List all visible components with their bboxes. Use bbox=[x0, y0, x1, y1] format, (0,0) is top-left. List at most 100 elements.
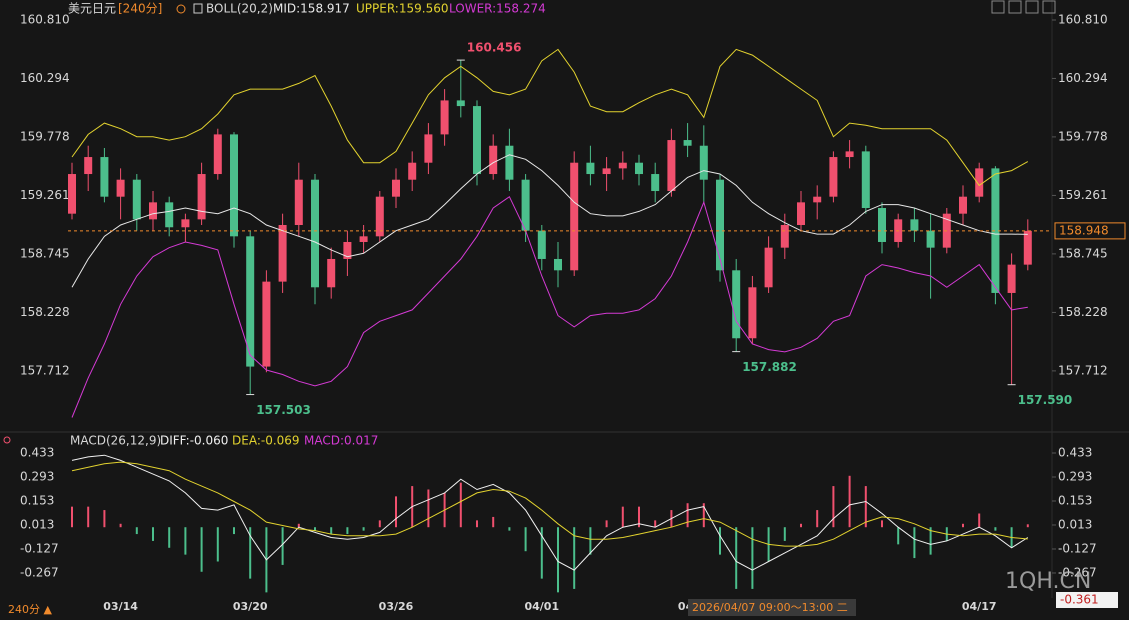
y-tick-label-right: 160.294 bbox=[1058, 71, 1108, 85]
boll-line bbox=[71, 195, 1028, 418]
extreme-label: 157.882 bbox=[742, 360, 797, 374]
extreme-label: 160.456 bbox=[467, 41, 522, 55]
candle-body bbox=[829, 157, 838, 197]
y-tick-label: 159.261 bbox=[20, 188, 70, 202]
candle-body bbox=[683, 140, 692, 146]
period[interactable]: [240分] bbox=[118, 2, 162, 16]
candle-body bbox=[456, 100, 465, 107]
candle-body bbox=[748, 287, 757, 339]
candle-body bbox=[780, 225, 789, 248]
candle-body bbox=[554, 258, 562, 271]
y-tick-label-right: 0.433 bbox=[1058, 445, 1092, 459]
macd-line bbox=[71, 461, 1028, 547]
candle-body bbox=[845, 151, 854, 158]
tool-button[interactable] bbox=[991, 0, 1005, 14]
candle-body bbox=[764, 247, 773, 288]
candle-body bbox=[116, 179, 125, 197]
y-tick-label-right: -0.127 bbox=[1058, 541, 1097, 555]
candle-body bbox=[100, 157, 109, 197]
legend-dea: DEA:-0.069 bbox=[232, 434, 300, 448]
candle-body bbox=[537, 230, 546, 259]
y-tick-label: 160.294 bbox=[20, 71, 70, 85]
candle-body bbox=[213, 134, 222, 175]
candle-body bbox=[359, 236, 368, 242]
candle-body bbox=[149, 202, 157, 220]
boll-line bbox=[71, 48, 1029, 187]
y-tick-label-right: 159.778 bbox=[1058, 129, 1108, 143]
candle-body bbox=[699, 145, 708, 180]
y-tick-label-right: 158.228 bbox=[1058, 305, 1108, 319]
extreme-label: 157.503 bbox=[256, 403, 311, 417]
candle-body bbox=[602, 168, 611, 175]
y-tick-label-right: -0.267 bbox=[1058, 565, 1097, 579]
y-tick-label: 0.293 bbox=[20, 469, 54, 483]
candle-body bbox=[926, 230, 935, 248]
tool-button[interactable] bbox=[1042, 0, 1056, 14]
candle-body bbox=[910, 219, 919, 231]
candle-body bbox=[521, 179, 530, 231]
candle-body bbox=[262, 281, 271, 367]
candle-body bbox=[392, 179, 400, 197]
y-tick-label-right: 157.712 bbox=[1058, 363, 1108, 377]
y-tick-label: 158.228 bbox=[20, 305, 70, 319]
zoom-icon[interactable] bbox=[176, 4, 186, 14]
candle-body bbox=[732, 270, 741, 339]
indicator[interactable]: BOLL(20,2) bbox=[206, 2, 273, 16]
y-tick-label: 160.810 bbox=[20, 13, 70, 27]
candle-body bbox=[68, 174, 76, 214]
candle-body bbox=[294, 179, 303, 225]
candle-body bbox=[570, 162, 579, 271]
indicator-icon[interactable] bbox=[193, 3, 203, 14]
candle-body bbox=[618, 162, 627, 169]
candle-body bbox=[278, 225, 287, 282]
candle-body bbox=[878, 208, 886, 242]
candle-body bbox=[586, 162, 595, 175]
candle-body bbox=[230, 134, 238, 237]
legend-lower: LOWER:158.274 bbox=[449, 2, 546, 16]
candle-body bbox=[181, 219, 190, 228]
candle-body bbox=[375, 196, 384, 237]
y-tick-label: 0.013 bbox=[20, 517, 54, 531]
x-tick-label: 03/26 bbox=[379, 600, 414, 613]
y-tick-label-right: 159.261 bbox=[1058, 188, 1108, 202]
y-tick-label: -0.127 bbox=[20, 541, 59, 555]
last-price-label: 158.948 bbox=[1059, 223, 1109, 237]
x-tick-label: 03/14 bbox=[103, 600, 138, 613]
macd-marker-box bbox=[1056, 592, 1118, 608]
y-tick-label-right: 0.293 bbox=[1058, 469, 1092, 483]
macd-title[interactable]: MACD(26,12,9) bbox=[70, 434, 161, 448]
y-tick-label: 158.745 bbox=[20, 246, 70, 260]
x-tick-label: 03/20 bbox=[233, 600, 268, 613]
candle-body bbox=[343, 241, 352, 259]
candle-body bbox=[667, 140, 676, 192]
candle-body bbox=[408, 162, 417, 180]
tooltip: 2026/04/07 09:00～13:00 二 bbox=[692, 601, 848, 614]
candle-body bbox=[311, 179, 319, 288]
y-tick-label: 159.778 bbox=[20, 129, 70, 143]
candle-body bbox=[424, 134, 433, 163]
legend-macd: MACD:0.017 bbox=[304, 434, 378, 448]
candle-body bbox=[635, 162, 643, 175]
x-tick-label: 04/17 bbox=[962, 600, 997, 613]
candle-body bbox=[197, 174, 206, 220]
candle-body bbox=[132, 179, 141, 220]
y-tick-label: 0.153 bbox=[20, 493, 54, 507]
tool-button[interactable] bbox=[1008, 0, 1022, 14]
candle-body bbox=[84, 157, 93, 175]
macd-icon[interactable] bbox=[3, 436, 11, 444]
watermark: 1QH.CN bbox=[1005, 569, 1091, 594]
candle-body bbox=[991, 168, 1000, 293]
y-tick-label: 0.433 bbox=[20, 445, 54, 459]
x-tick-label: 04/01 bbox=[524, 600, 559, 613]
candle-body bbox=[327, 258, 336, 288]
candle-body bbox=[473, 106, 481, 175]
tool-button[interactable] bbox=[1025, 0, 1039, 14]
extreme-label: 157.590 bbox=[1018, 393, 1073, 407]
boll-line bbox=[71, 154, 1028, 288]
y-tick-label-right: 158.745 bbox=[1058, 246, 1108, 260]
candle-body bbox=[651, 174, 660, 192]
candle-body bbox=[1007, 264, 1016, 293]
